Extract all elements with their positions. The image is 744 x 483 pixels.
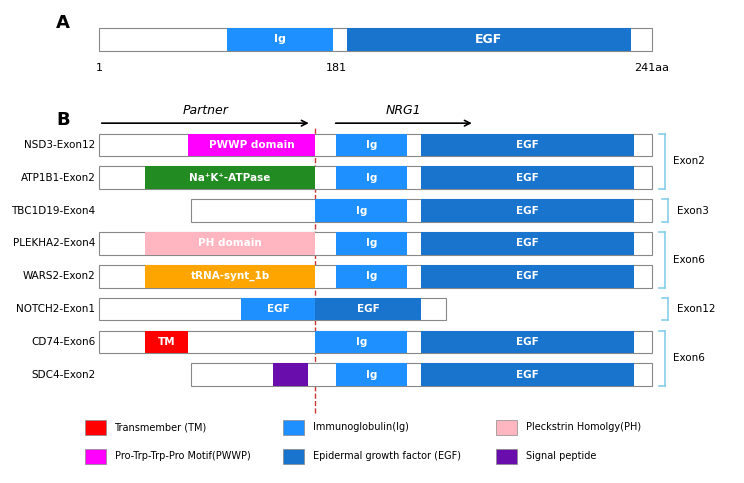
Text: Ig: Ig — [366, 140, 377, 150]
FancyBboxPatch shape — [85, 420, 106, 435]
FancyBboxPatch shape — [226, 28, 333, 51]
Text: ATP1B1-Exon2: ATP1B1-Exon2 — [21, 173, 95, 183]
FancyBboxPatch shape — [421, 167, 634, 189]
Text: Exon3: Exon3 — [676, 206, 708, 215]
FancyBboxPatch shape — [283, 420, 304, 435]
Text: 181: 181 — [326, 63, 347, 73]
FancyBboxPatch shape — [145, 331, 187, 354]
FancyBboxPatch shape — [315, 298, 421, 321]
FancyBboxPatch shape — [99, 28, 652, 51]
Text: Partner: Partner — [182, 104, 228, 117]
Text: NRG1: NRG1 — [386, 104, 422, 117]
FancyBboxPatch shape — [145, 167, 315, 189]
Text: Ig: Ig — [366, 271, 377, 281]
FancyBboxPatch shape — [421, 199, 634, 222]
Text: PH domain: PH domain — [198, 239, 262, 248]
Text: EGF: EGF — [266, 304, 289, 314]
FancyBboxPatch shape — [99, 133, 652, 156]
Text: TM: TM — [158, 337, 175, 347]
Text: Ig: Ig — [366, 239, 377, 248]
Text: tRNA-synt_1b: tRNA-synt_1b — [190, 271, 269, 282]
FancyBboxPatch shape — [145, 265, 315, 288]
FancyBboxPatch shape — [336, 364, 407, 386]
Text: EGF: EGF — [516, 271, 539, 281]
Text: NSD3-Exon12: NSD3-Exon12 — [24, 140, 95, 150]
Text: Immunoglobulin(Ig): Immunoglobulin(Ig) — [313, 423, 409, 432]
Text: Ig: Ig — [274, 34, 286, 44]
Text: Pro-Trp-Trp-Pro Motif(PWWP): Pro-Trp-Trp-Pro Motif(PWWP) — [115, 452, 250, 461]
Text: A: A — [57, 14, 70, 32]
Text: EGF: EGF — [516, 140, 539, 150]
Text: WARS2-Exon2: WARS2-Exon2 — [22, 271, 95, 281]
Text: Signal peptide: Signal peptide — [526, 452, 596, 461]
Text: EGF: EGF — [357, 304, 379, 314]
Text: Ig: Ig — [366, 173, 377, 183]
Text: EGF: EGF — [516, 239, 539, 248]
Text: Epidermal growth factor (EGF): Epidermal growth factor (EGF) — [313, 452, 461, 461]
FancyBboxPatch shape — [85, 449, 106, 464]
FancyBboxPatch shape — [315, 199, 407, 222]
FancyBboxPatch shape — [336, 232, 407, 255]
FancyBboxPatch shape — [99, 232, 652, 255]
FancyBboxPatch shape — [272, 364, 308, 386]
FancyBboxPatch shape — [336, 133, 407, 156]
FancyBboxPatch shape — [99, 167, 652, 189]
FancyBboxPatch shape — [421, 331, 634, 354]
Text: EGF: EGF — [516, 370, 539, 380]
FancyBboxPatch shape — [283, 449, 304, 464]
Text: Ig: Ig — [366, 370, 377, 380]
Text: 1: 1 — [95, 63, 103, 73]
FancyBboxPatch shape — [99, 331, 652, 354]
Text: Ig: Ig — [356, 337, 367, 347]
Text: EGF: EGF — [516, 206, 539, 215]
FancyBboxPatch shape — [99, 265, 652, 288]
FancyBboxPatch shape — [187, 133, 315, 156]
Text: Transmember (TM): Transmember (TM) — [115, 423, 207, 432]
FancyBboxPatch shape — [191, 199, 652, 222]
FancyBboxPatch shape — [496, 420, 517, 435]
FancyBboxPatch shape — [421, 133, 634, 156]
Text: Pleckstrin Homolgy(PH): Pleckstrin Homolgy(PH) — [526, 423, 641, 432]
FancyBboxPatch shape — [421, 364, 634, 386]
Text: TBC1D19-Exon4: TBC1D19-Exon4 — [11, 206, 95, 215]
FancyBboxPatch shape — [421, 265, 634, 288]
Text: Exon6: Exon6 — [673, 255, 705, 265]
Text: Exon2: Exon2 — [673, 156, 705, 166]
Text: Na⁺K⁺-ATPase: Na⁺K⁺-ATPase — [190, 173, 271, 183]
FancyBboxPatch shape — [496, 449, 517, 464]
Text: PWWP domain: PWWP domain — [208, 140, 294, 150]
FancyBboxPatch shape — [347, 28, 631, 51]
FancyBboxPatch shape — [99, 298, 446, 321]
Text: EGF: EGF — [475, 33, 502, 45]
FancyBboxPatch shape — [145, 232, 315, 255]
Text: 241aa: 241aa — [635, 63, 670, 73]
FancyBboxPatch shape — [315, 331, 407, 354]
Text: EGF: EGF — [516, 337, 539, 347]
Text: CD74-Exon6: CD74-Exon6 — [31, 337, 95, 347]
Text: EGF: EGF — [516, 173, 539, 183]
Text: Ig: Ig — [356, 206, 367, 215]
FancyBboxPatch shape — [421, 232, 634, 255]
Text: Exon6: Exon6 — [673, 354, 705, 363]
Text: Exon12: Exon12 — [676, 304, 715, 314]
Text: NOTCH2-Exon1: NOTCH2-Exon1 — [16, 304, 95, 314]
FancyBboxPatch shape — [241, 298, 315, 321]
Text: PLEKHA2-Exon4: PLEKHA2-Exon4 — [13, 239, 95, 248]
FancyBboxPatch shape — [191, 364, 652, 386]
Text: B: B — [57, 111, 70, 129]
FancyBboxPatch shape — [336, 167, 407, 189]
Text: SDC4-Exon2: SDC4-Exon2 — [31, 370, 95, 380]
FancyBboxPatch shape — [336, 265, 407, 288]
